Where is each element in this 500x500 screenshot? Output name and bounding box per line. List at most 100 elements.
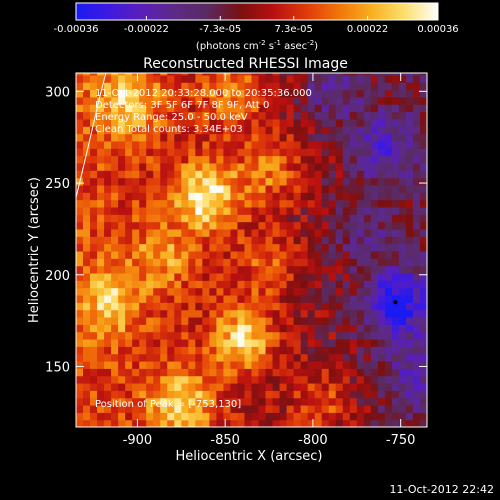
heatmap-cell (293, 397, 302, 406)
heatmap-cell (272, 243, 281, 252)
annotation-time-range: 11-Oct-2012 20:33:28.000 to 20:35:36.000 (95, 88, 312, 99)
heatmap-cell (391, 228, 400, 237)
heatmap-cell (356, 302, 365, 311)
heatmap-cell (363, 243, 372, 252)
heatmap-cell (335, 126, 344, 135)
heatmap-cell (90, 412, 98, 421)
heatmap-cell (118, 390, 126, 399)
heatmap-cell (349, 184, 358, 193)
heatmap-cell (314, 96, 323, 105)
heatmap-cell (272, 133, 281, 142)
heatmap-cell (104, 331, 112, 340)
heatmap-cell (405, 243, 414, 252)
heatmap-cell (97, 265, 105, 274)
heatmap-cell (139, 316, 147, 325)
heatmap-cell (195, 280, 203, 289)
heatmap-cell (300, 272, 309, 281)
heatmap-cell (356, 104, 365, 113)
heatmap-cell (188, 111, 196, 120)
heatmap-cell (244, 170, 253, 179)
heatmap-cell (293, 118, 302, 127)
heatmap-cell (167, 104, 175, 113)
heatmap-cell (272, 265, 281, 274)
heatmap-cell (335, 360, 344, 369)
heatmap-cell (384, 419, 393, 427)
colorbar-ticks: -0.00036 -0.00022 -7.3e-05 7.3e-05 0.00022 0.… (54, 16, 459, 35)
heatmap-cell (286, 148, 295, 157)
heatmap-cell (125, 382, 133, 391)
heatmap-cell (167, 258, 175, 267)
heatmap-cell (223, 89, 232, 98)
heatmap-cell (104, 104, 112, 113)
heatmap-cell (307, 236, 316, 245)
heatmap-cell (90, 390, 98, 399)
heatmap-cell (307, 177, 316, 186)
heatmap-cell (321, 221, 330, 230)
heatmap-cell (370, 96, 379, 105)
heatmap-cell (300, 89, 309, 98)
heatmap-cell (97, 104, 105, 113)
heatmap-cell (76, 353, 84, 362)
heatmap-cell (335, 338, 344, 347)
heatmap-cell (209, 170, 217, 179)
heatmap-cell (335, 382, 344, 391)
heatmap-cell (97, 228, 105, 237)
heatmap-cell (342, 397, 351, 406)
heatmap-cell (244, 316, 253, 325)
heatmap-cell (146, 148, 154, 157)
heatmap-cell (398, 184, 407, 193)
heatmap-cell (76, 316, 84, 325)
heatmap-cell (384, 338, 393, 347)
heatmap-cell (90, 148, 98, 157)
heatmap-cell (104, 280, 112, 289)
heatmap-cell (391, 177, 400, 186)
heatmap-cell (349, 199, 358, 208)
heatmap-cell (370, 368, 379, 377)
heatmap-cell (251, 170, 260, 179)
heatmap-cell (363, 280, 372, 289)
heatmap-cell (202, 412, 210, 421)
heatmap-cell (300, 82, 309, 91)
heatmap-cell (174, 346, 182, 355)
heatmap-cell (230, 74, 239, 83)
heatmap-cell (377, 412, 386, 421)
heatmap-cell (272, 82, 281, 91)
heatmap-cell (370, 236, 379, 245)
heatmap-cell (160, 272, 168, 281)
heatmap-cell (223, 382, 232, 391)
heatmap-cell (83, 368, 91, 377)
heatmap-cell (405, 272, 414, 281)
heatmap-cell (181, 162, 189, 171)
heatmap-cell (188, 192, 196, 201)
heatmap-cell (321, 258, 330, 267)
heatmap-cell (132, 375, 140, 384)
heatmap-cell (398, 221, 407, 230)
heatmap-cell (209, 243, 217, 252)
heatmap-cell (181, 236, 189, 245)
heatmap-cell (83, 126, 91, 135)
heatmap-cell (90, 96, 98, 105)
heatmap-cell (314, 331, 323, 340)
annotation-block: 11-Oct-2012 20:33:28.000 to 20:35:36.000… (95, 88, 312, 410)
heatmap-cell (272, 280, 281, 289)
heatmap-cell (377, 375, 386, 384)
heatmap-cell (209, 324, 217, 333)
heatmap-cell (97, 118, 105, 127)
heatmap-cell (153, 155, 161, 164)
heatmap-cell (139, 382, 147, 391)
heatmap-cell (293, 360, 302, 369)
heatmap-cell (139, 258, 147, 267)
heatmap-cell (174, 118, 182, 127)
heatmap-cell (244, 368, 253, 377)
heatmap-cell (300, 338, 309, 347)
colorbar: -0.00036 -0.00022 -7.3e-05 7.3e-05 0.00022 0.… (54, 2, 459, 52)
heatmap-cell (272, 331, 281, 340)
heatmap-cell (174, 368, 182, 377)
heatmap-cell (272, 360, 281, 369)
heatmap-cell (258, 221, 267, 230)
heatmap-cell (195, 177, 203, 186)
heatmap-cell (118, 331, 126, 340)
heatmap-cell (251, 228, 260, 237)
heatmap-cell (272, 199, 281, 208)
heatmap-cell (90, 111, 98, 120)
